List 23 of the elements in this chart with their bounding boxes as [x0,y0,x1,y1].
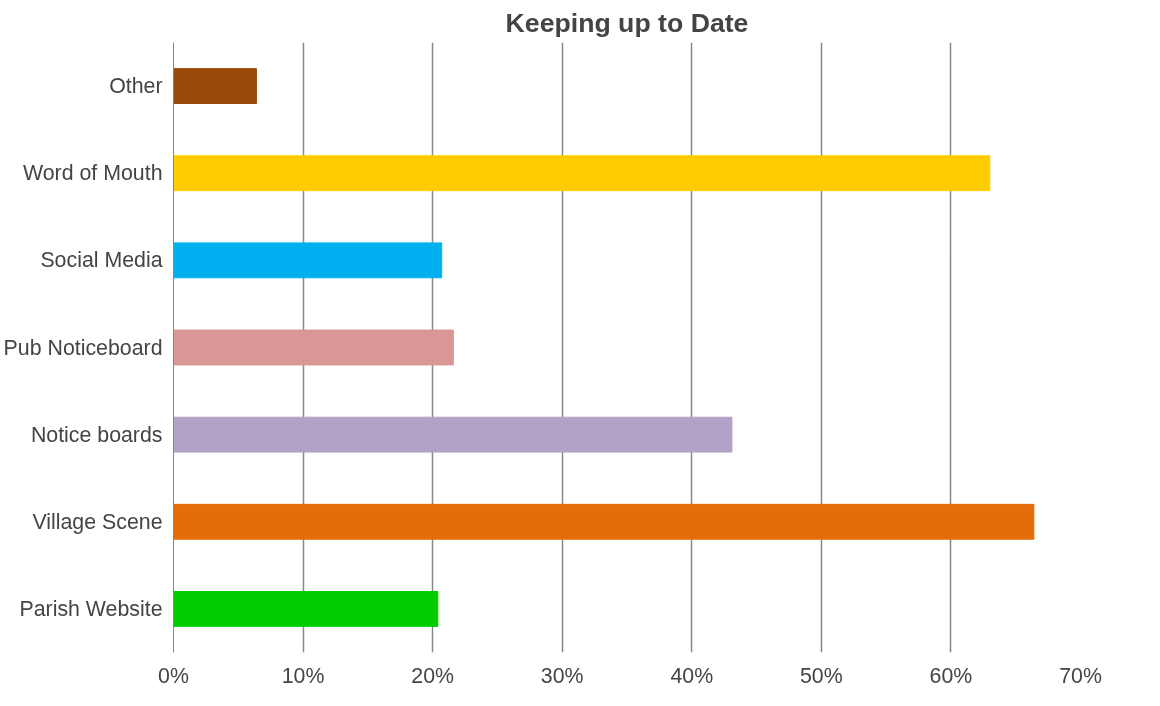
y-tick-label: Parish Website [19,596,163,621]
y-tick-label: Other [109,74,163,99]
bar [173,591,439,627]
x-tick-label: 60% [929,663,973,688]
bar [173,68,257,104]
y-tick-label: Pub Noticeboard [3,335,163,360]
bar [173,155,991,192]
y-tick-label: Notice boards [30,422,163,447]
y-tick-label: Social Media [40,248,163,273]
x-tick-label: 50% [800,663,843,688]
x-tick-label: 10% [281,663,325,688]
x-tick-label: 30% [540,663,584,688]
x-tick-label: 0% [158,663,189,688]
x-tick-label: 20% [411,663,455,688]
x-tick-label: 40% [670,663,714,688]
bar [173,503,1035,540]
x-tick-label: 70% [1059,663,1102,688]
bar [173,242,443,279]
bar [173,329,454,366]
y-tick-label: Word of Mouth [23,161,163,186]
chart-title: Keeping up to Date [505,7,749,38]
y-tick-label: Village Scene [32,509,163,534]
bar [173,416,733,453]
